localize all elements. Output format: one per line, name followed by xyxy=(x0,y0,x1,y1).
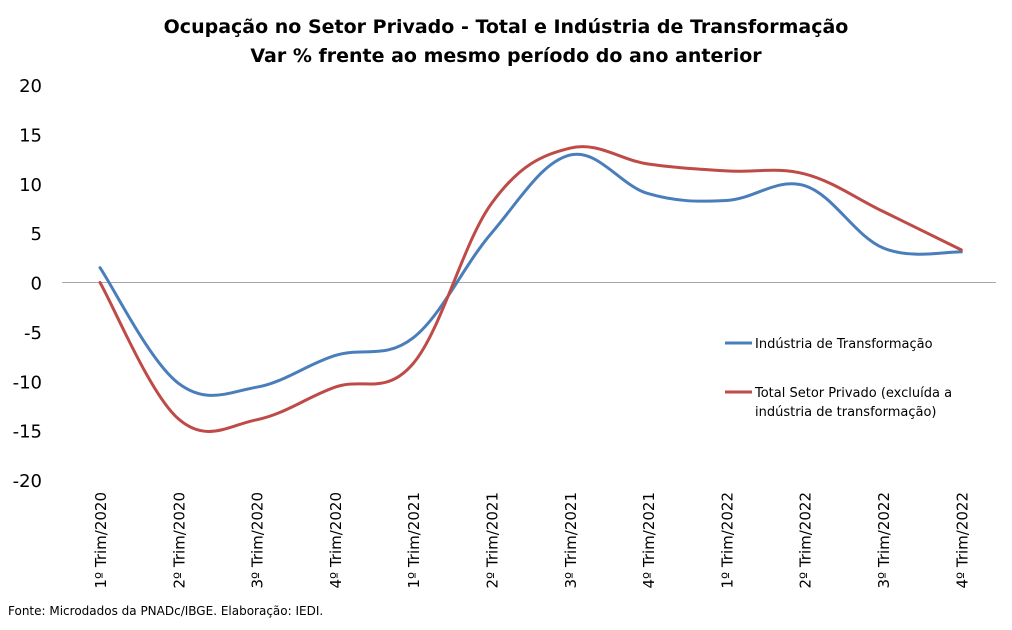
legend-label-1-line: Total Setor Privado (excluída a xyxy=(754,386,952,401)
legend: Indústria de Transformação Total Setor Pr… xyxy=(725,337,952,420)
x-tick-label: 3º Trim/2021 xyxy=(562,492,580,589)
x-tick-label: 3º Trim/2020 xyxy=(249,492,267,589)
x-tick-label: 2º Trim/2020 xyxy=(170,492,188,589)
y-tick-label: 15 xyxy=(19,125,42,146)
chart-title: Ocupação no Setor Privado - Total e Indú… xyxy=(164,16,849,38)
y-tick-label: 20 xyxy=(19,76,42,97)
x-tick-label: 1º Trim/2021 xyxy=(405,492,423,589)
x-axis-ticks: 1º Trim/2020 2º Trim/2020 3º Trim/2020 4º T… xyxy=(92,492,971,589)
legend-label-0: Indústria de Transformação xyxy=(755,337,933,352)
y-tick-label: 10 xyxy=(19,175,42,196)
x-tick-label: 4º Trim/2020 xyxy=(327,492,345,589)
x-tick-label: 4º Trim/2021 xyxy=(640,492,658,589)
series-group xyxy=(98,145,963,433)
y-tick-label: -20 xyxy=(13,471,42,492)
y-tick-label: -15 xyxy=(13,422,42,443)
y-axis-ticks: 20 15 10 5 0 -5 -10 -15 -20 xyxy=(13,76,42,492)
x-tick-label: 2º Trim/2022 xyxy=(797,492,815,589)
chart-subtitle: Var % frente ao mesmo período do ano ant… xyxy=(250,45,762,67)
source-note: Fonte: Microdados da PNADc/IBGE. Elabora… xyxy=(8,604,324,618)
y-tick-label: -10 xyxy=(13,372,42,393)
x-tick-label: 2º Trim/2021 xyxy=(484,492,502,589)
x-tick-label: 1º Trim/2020 xyxy=(92,492,110,589)
series-line-0 xyxy=(98,152,963,397)
y-tick-label: 0 xyxy=(31,274,42,295)
x-tick-label: 1º Trim/2022 xyxy=(718,492,736,589)
series-line-1 xyxy=(98,145,963,433)
x-tick-label: 3º Trim/2022 xyxy=(875,492,893,589)
line-chart: Ocupação no Setor Privado - Total e Indú… xyxy=(13,16,996,589)
legend-label-1-line: indústria de transformação) xyxy=(755,405,937,420)
y-tick-label: 5 xyxy=(31,224,42,245)
x-tick-label: 4º Trim/2022 xyxy=(953,492,971,589)
y-tick-label: -5 xyxy=(24,323,42,344)
